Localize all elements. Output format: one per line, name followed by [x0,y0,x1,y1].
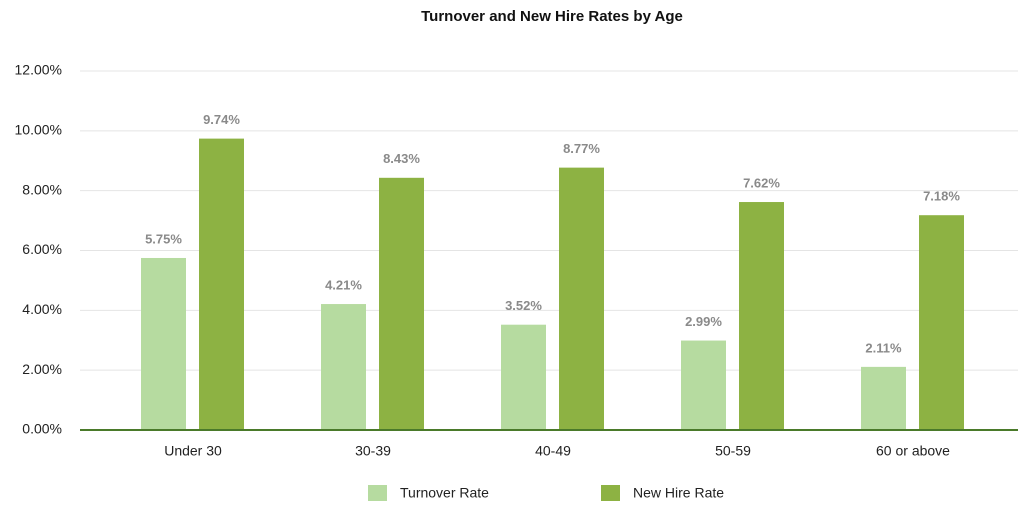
y-tick-label: 4.00% [22,301,62,317]
bar [141,257,186,430]
x-tick-label: 30-39 [355,443,391,459]
legend-swatch [368,485,387,501]
bar [681,340,726,430]
bar [559,167,604,430]
x-tick-label: Under 30 [164,443,222,459]
value-label: 2.99% [685,314,722,329]
bar [919,215,964,430]
legend-swatch [601,485,620,501]
y-tick-label: 6.00% [22,241,62,257]
value-label: 7.18% [923,189,960,204]
value-label: 3.52% [505,298,542,313]
y-tick-label: 2.00% [22,361,62,377]
chart-title: Turnover and New Hire Rates by Age [421,8,683,25]
bar [501,324,546,430]
legend-label: Turnover Rate [400,485,489,501]
bar [739,202,784,430]
bar [861,366,906,430]
value-label: 4.21% [325,277,362,292]
value-label: 8.77% [563,141,600,156]
y-tick-label: 0.00% [22,421,62,437]
value-label: 8.43% [383,151,420,166]
bar [379,177,424,430]
x-tick-label: 60 or above [876,443,950,459]
y-tick-label: 10.00% [15,122,62,138]
value-label: 9.74% [203,112,240,127]
bar [199,138,244,430]
y-tick-label: 8.00% [22,181,62,197]
legend-label: New Hire Rate [633,485,724,501]
bar [321,304,366,430]
x-tick-label: 50-59 [715,443,751,459]
value-label: 5.75% [145,231,182,246]
x-tick-label: 40-49 [535,443,571,459]
value-label: 2.11% [865,340,902,355]
value-label: 7.62% [743,175,780,190]
y-tick-label: 12.00% [15,62,62,78]
